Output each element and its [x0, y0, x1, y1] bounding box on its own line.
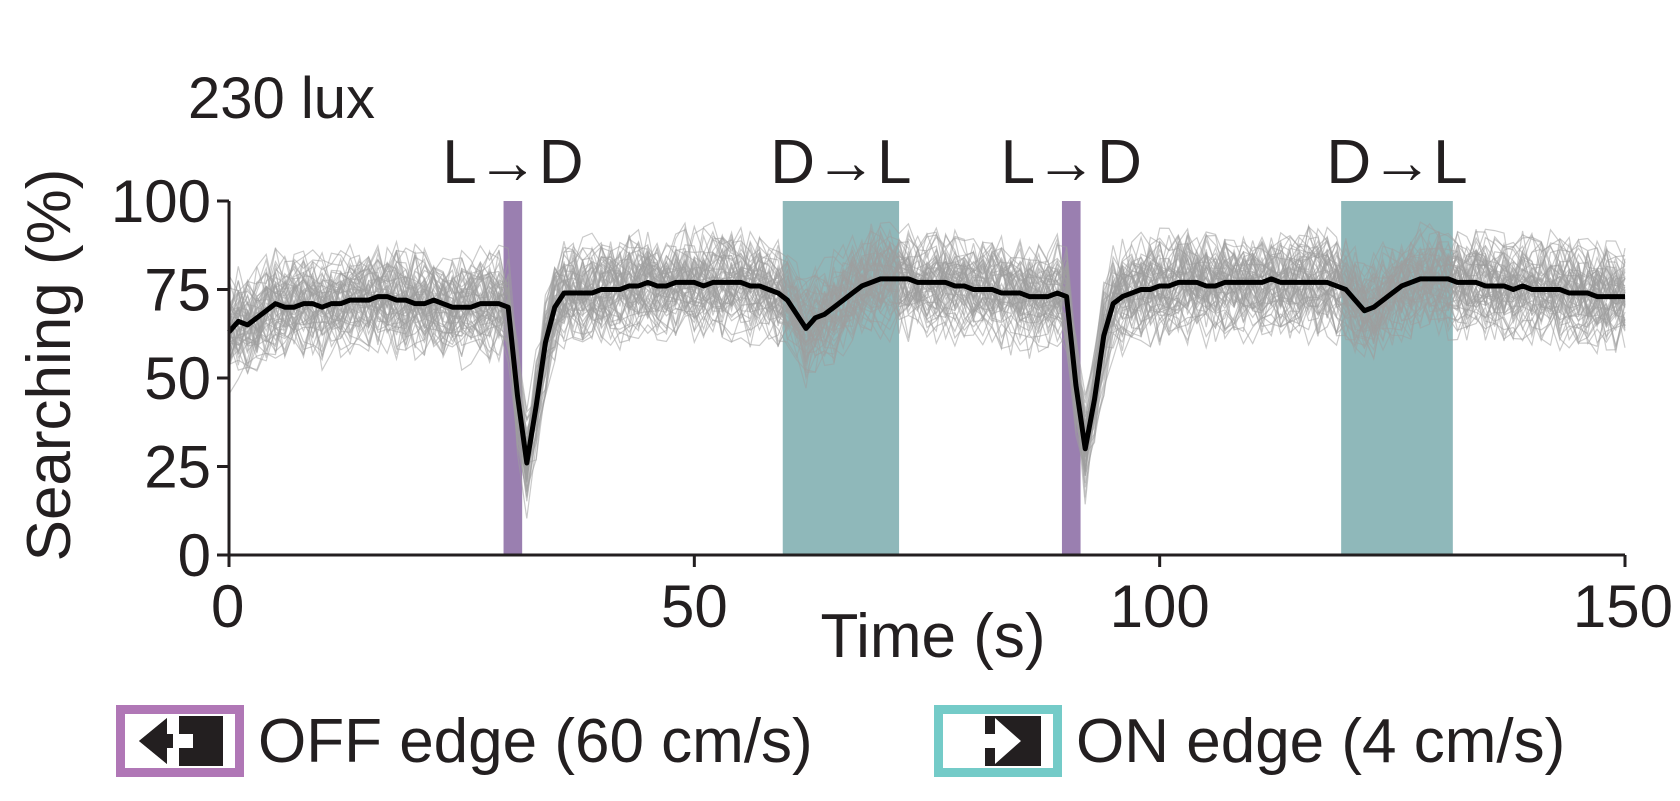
y-axis-label: Searching (%): [15, 169, 84, 562]
x-tick-label: 0: [211, 573, 244, 640]
stimulus-label-3: D→L: [1326, 128, 1467, 197]
individual-trace: [228, 285, 1626, 519]
individual-trace: [228, 259, 1626, 470]
individual-trace: [228, 262, 1626, 483]
individual-trace: [228, 240, 1626, 474]
y-tick-label: 25: [144, 434, 211, 501]
on-edge-legend-label: ON edge (4 cm/s): [1076, 706, 1566, 776]
y-tick-label: 50: [144, 345, 211, 412]
x-tick-label: 100: [1110, 573, 1210, 640]
legend-item-on-edge: ON edge (4 cm/s): [934, 700, 1565, 782]
legend-item-off-edge: OFF edge (60 cm/s): [116, 700, 813, 782]
stimulus-label-1: D→L: [770, 128, 911, 197]
off-edge-legend-label: OFF edge (60 cm/s): [258, 706, 813, 776]
arrow-left-icon: [139, 716, 223, 766]
individual-trace: [228, 257, 1626, 472]
individual-trace: [228, 280, 1626, 464]
x-axis-label: Time (s): [821, 602, 1046, 671]
chart: L→D D→L L→D D→L 0 25 50 75 100 0 50 100 150 230 lux…: [15, 66, 1673, 671]
arrow-right-icon: [975, 716, 1041, 766]
chart-title: 230 lux: [188, 66, 375, 131]
individual-trace: [228, 221, 1626, 421]
individual-trace: [228, 246, 1626, 473]
stimulus-label-0: L→D: [442, 128, 583, 197]
mean-trace: [227, 276, 1625, 466]
mean-trace-layer: [227, 276, 1625, 466]
y-tick-label: 75: [144, 257, 211, 324]
y-tick-label: 100: [111, 168, 211, 235]
stimulus-bands: L→D D→L L→D D→L: [442, 128, 1468, 555]
individual-trace: [228, 276, 1626, 505]
x-tick-label: 50: [661, 573, 728, 640]
stimulus-label-2: L→D: [1001, 128, 1142, 197]
off-edge-legend-box: [116, 705, 244, 777]
axes: 0 25 50 75 100 0 50 100 150: [111, 168, 1673, 640]
x-tick-label: 150: [1573, 573, 1673, 640]
individual-trace: [228, 221, 1626, 412]
on-edge-legend-box: [934, 705, 1062, 777]
individual-trace: [228, 229, 1626, 462]
individual-trace: [228, 276, 1626, 498]
y-tick-label: 0: [178, 522, 211, 589]
